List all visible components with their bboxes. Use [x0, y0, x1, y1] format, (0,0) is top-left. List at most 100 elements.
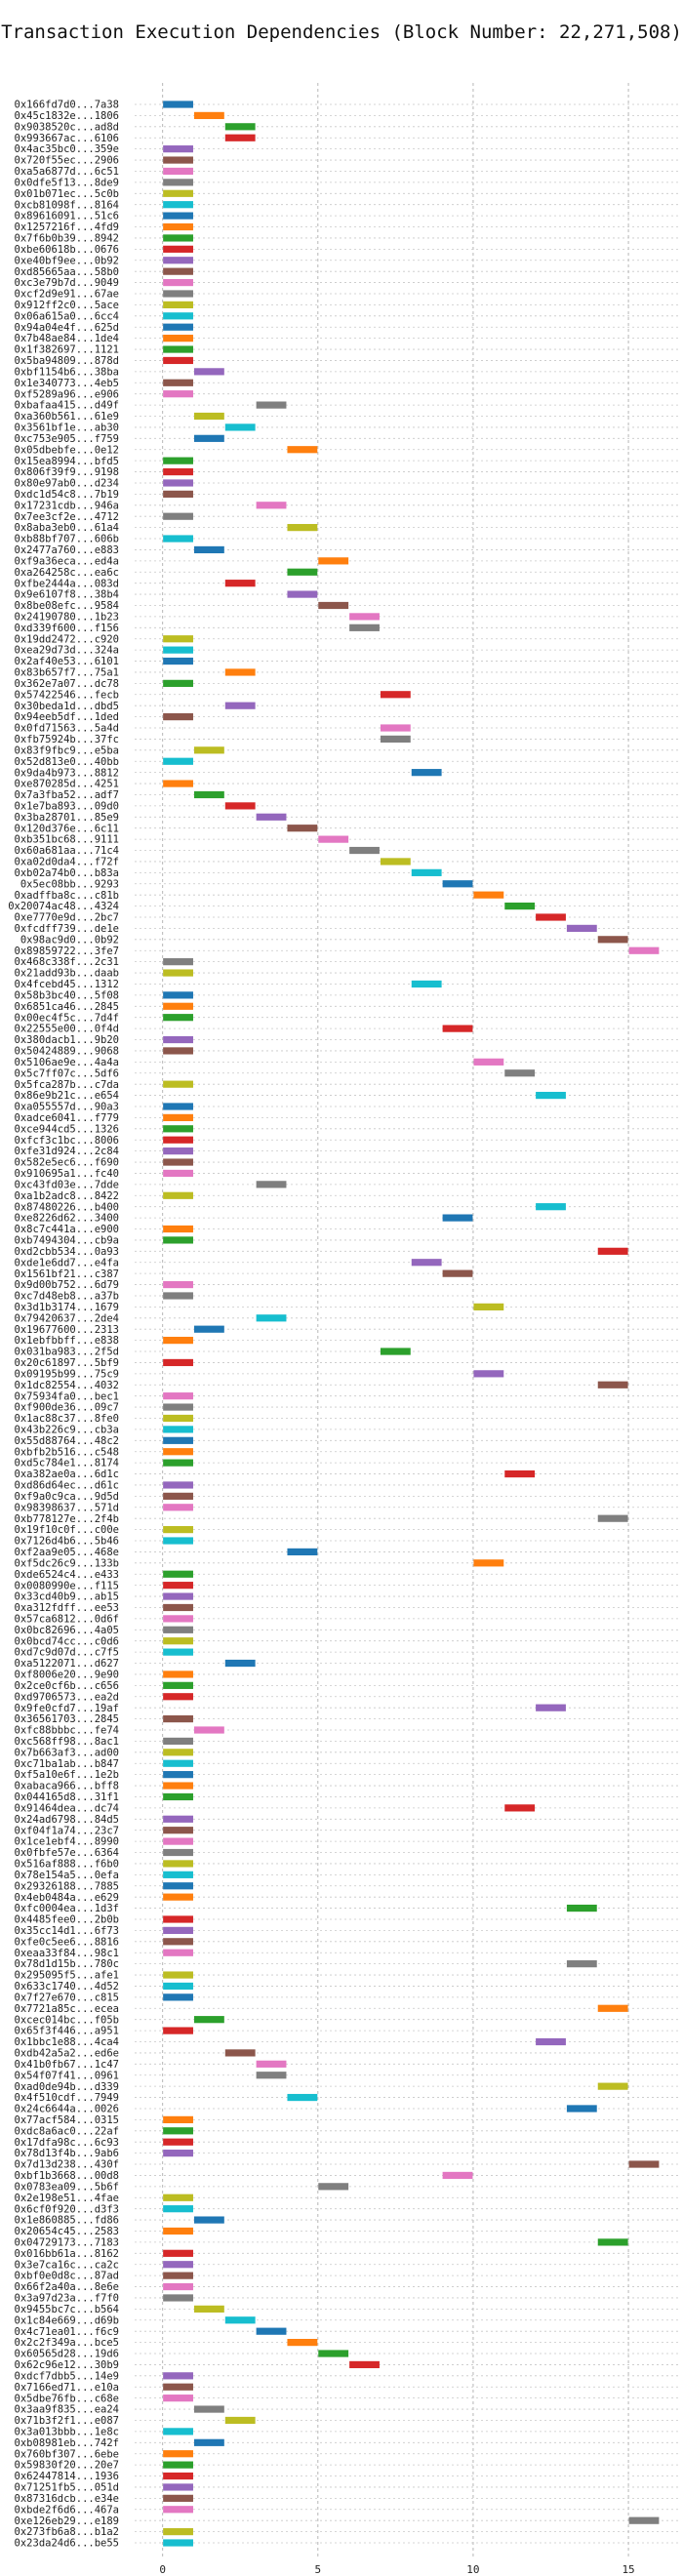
tx-bar: [163, 1737, 193, 1746]
tx-bar: [193, 790, 224, 799]
tx-label: 0x7f27e670...c815: [15, 1992, 119, 2003]
tx-bar: [163, 657, 193, 665]
tx-bar: [224, 702, 256, 709]
tx-bar: [163, 222, 193, 231]
tx-label: 0xdb42a5a2...ed6e: [15, 2048, 119, 2060]
tx-bar: [163, 156, 193, 164]
tx-label: 0xfb75924b...37fc: [15, 734, 119, 745]
tx-label: 0xa264258c...ea6c: [15, 567, 119, 579]
tx-label: 0xb08981eb...742f: [15, 2437, 119, 2449]
tx-label: 0xabaca966...bff8: [15, 1781, 119, 1792]
tx-bar: [411, 1259, 442, 1267]
tx-label: 0x57422546...fecb: [15, 689, 119, 701]
tx-label: 0xa1b2adc8...8422: [15, 1190, 119, 1202]
tx-label: 0xbf1154b6...38ba: [15, 366, 119, 378]
tx-label: 0xc7d48eb8...a37b: [15, 1291, 119, 1303]
tx-label: 0x33cd40b9...ab15: [15, 1591, 119, 1603]
tx-label: 0xbf1b3668...00d8: [15, 2170, 119, 2182]
tx-label: 0x4c71ea01...f6c9: [15, 2326, 119, 2338]
tx-bar: [163, 1136, 193, 1144]
tx-label: 0x9038520c...ad8d: [15, 121, 119, 133]
tx-bar: [163, 679, 193, 687]
tx-bar: [163, 1358, 193, 1367]
tx-bar: [318, 835, 349, 843]
tx-label: 0xea29d73d...324a: [15, 645, 119, 657]
tx-bar: [163, 1504, 193, 1511]
tx-bar: [163, 1147, 193, 1155]
tx-label: 0xfe0c5ee6...8816: [15, 1936, 119, 1948]
tx-label: 0x3ba28701...85e9: [15, 812, 119, 824]
tx-label: 0x62447814...1936: [15, 2471, 119, 2482]
tx-label: 0x0fd71563...5a4d: [15, 723, 119, 735]
tx-bar: [163, 1993, 193, 2001]
tx-label: 0x22555e00...0f4d: [15, 1024, 119, 1035]
tx-bar: [287, 446, 318, 454]
tx-label: 0xf5dc26c9...133b: [15, 1557, 119, 1569]
tx-bar: [597, 2238, 628, 2246]
tx-bar: [163, 1782, 193, 1790]
tx-label: 0x05dbebfe...0e12: [15, 444, 119, 456]
tx-bar: [163, 1827, 193, 1834]
tx-label: 0xd339f600...f156: [15, 623, 119, 634]
tx-bar: [380, 691, 411, 699]
tx-bar: [193, 2216, 224, 2224]
tx-label: 0xfc88bbbc...fe74: [15, 1725, 119, 1737]
tx-bar: [163, 267, 193, 275]
tx-label: 0x94eeb5df...1ded: [15, 711, 119, 723]
tx-label: 0xadffba8c...c81b: [15, 890, 119, 902]
tx-bar: [411, 980, 442, 988]
x-tick-label: 0: [159, 2563, 166, 2576]
tx-label: 0x7126d4b6...5b46: [15, 1536, 119, 1548]
tx-bar: [163, 345, 193, 353]
tx-label: 0xf5289a96...e906: [15, 388, 119, 400]
tx-label: 0x41b0fb67...1c47: [15, 2059, 119, 2071]
tx-bar: [163, 323, 193, 331]
tx-label: 0x5ec08bb...9293: [20, 878, 119, 890]
tx-bar: [536, 1203, 566, 1211]
tx-bar: [163, 1035, 193, 1044]
x-tick-labels: 0 5 10 15: [159, 2563, 634, 2576]
tx-label: 0x993667ac...6106: [15, 133, 119, 144]
tx-bar: [224, 802, 256, 810]
tx-label: 0xa312fdff...ee53: [15, 1602, 119, 1614]
tx-bar: [163, 1982, 193, 1991]
tx-bar: [224, 134, 256, 141]
tx-bar: [163, 1893, 193, 1901]
tx-label: 0x0783ea09...5b6f: [15, 2181, 119, 2193]
tx-bar: [287, 1548, 318, 1556]
tx-label: 0xe126eb29...e189: [15, 2516, 119, 2527]
x-tick-label: 15: [622, 2563, 634, 2576]
tx-label: 0xc568ff98...8ac1: [15, 1736, 119, 1748]
tx-label: 0x60a681aa...71c4: [15, 845, 119, 857]
tx-label: 0xa5a6877d...6c51: [15, 166, 119, 178]
tx-label: 0x62c96e12...30b9: [15, 2359, 119, 2371]
tx-label: 0x516af888...f6b0: [15, 1859, 119, 1871]
tx-bar: [256, 2327, 287, 2335]
tx-bar: [163, 1225, 193, 1233]
tx-label: 0xfcf3c1bc...8006: [15, 1135, 119, 1147]
tx-bar: [163, 1837, 193, 1845]
tx-bar: [193, 545, 224, 554]
tx-bar: [163, 1448, 193, 1456]
tx-label: 0x1c84e669...d69b: [15, 2314, 119, 2326]
tx-label: 0x1561bf21...c387: [15, 1268, 119, 1280]
tx-bar: [163, 1882, 193, 1890]
tx-label: 0xd2cbb534...0a93: [15, 1246, 119, 1258]
tx-label: 0x09195b99...75c9: [15, 1368, 119, 1380]
tx-label: 0xdc1d54c8...7b19: [15, 489, 119, 501]
tx-label: 0x3e7ca16c...ca2c: [15, 2259, 119, 2271]
tx-bar: [256, 813, 287, 821]
tx-label: 0xe870285d...4251: [15, 779, 119, 790]
tx-bar: [163, 2272, 193, 2279]
tx-label: 0x1ce1ebf4...8990: [15, 1836, 119, 1848]
tx-label: 0x60565d28...19d6: [15, 2349, 119, 2360]
bar-layer: [163, 101, 660, 2547]
tx-label: 0x1ebfbbff...e838: [15, 1335, 119, 1347]
tx-label: 0x83b657f7...75a1: [15, 667, 119, 679]
tx-bar: [224, 1659, 256, 1668]
tx-bar: [163, 490, 193, 498]
tx-bar: [163, 1080, 193, 1088]
tx-label: 0x87480226...b400: [15, 1201, 119, 1213]
tx-bar: [224, 423, 256, 431]
